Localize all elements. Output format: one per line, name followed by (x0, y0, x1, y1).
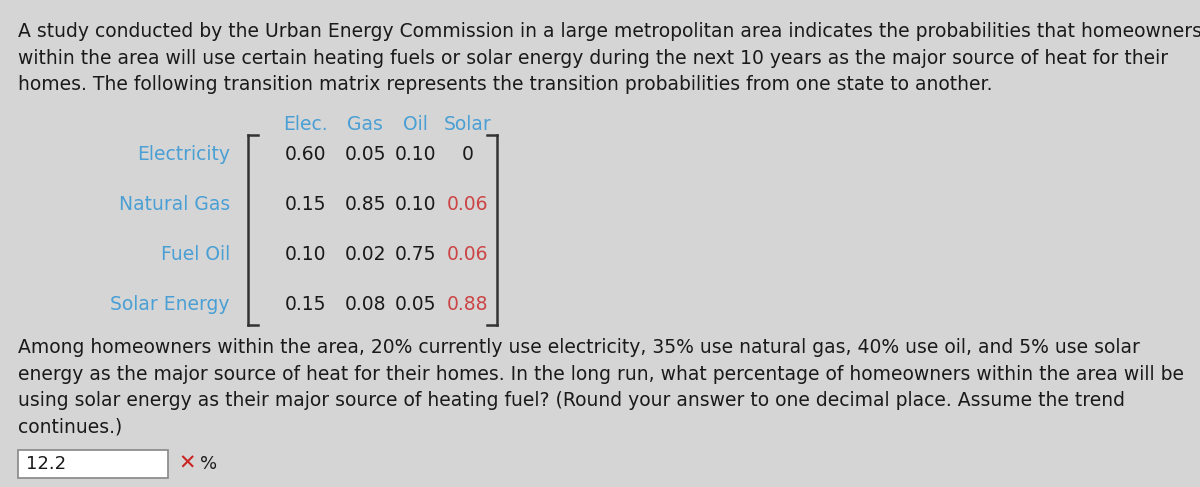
Text: Among homeowners within the area, 20% currently use electricity, 35% use natural: Among homeowners within the area, 20% cu… (18, 338, 1184, 436)
Text: 0.06: 0.06 (448, 245, 488, 264)
Text: Solar: Solar (444, 115, 492, 134)
Text: %: % (200, 455, 217, 473)
Text: Oil: Oil (402, 115, 427, 134)
Text: 0.06: 0.06 (448, 195, 488, 214)
Text: ✕: ✕ (178, 454, 196, 474)
Text: 0.88: 0.88 (448, 296, 488, 315)
Text: A study conducted by the Urban Energy Commission in a large metropolitan area in: A study conducted by the Urban Energy Co… (18, 22, 1200, 94)
Text: 0.02: 0.02 (344, 245, 385, 264)
Text: 0.10: 0.10 (284, 245, 325, 264)
Text: 0.15: 0.15 (284, 195, 325, 214)
Text: 0.08: 0.08 (344, 296, 385, 315)
Bar (18, 450, 168, 478)
Text: 0.10: 0.10 (395, 146, 436, 165)
Text: 0.05: 0.05 (344, 146, 385, 165)
Text: Fuel Oil: Fuel Oil (161, 245, 230, 264)
Text: Electricity: Electricity (137, 146, 230, 165)
Text: Elec.: Elec. (283, 115, 328, 134)
Text: 0.05: 0.05 (395, 296, 436, 315)
Text: Natural Gas: Natural Gas (119, 195, 230, 214)
Text: Solar Energy: Solar Energy (110, 296, 230, 315)
Text: 0.85: 0.85 (344, 195, 385, 214)
Text: 0.75: 0.75 (395, 245, 436, 264)
Text: 0: 0 (462, 146, 474, 165)
Text: 0.15: 0.15 (284, 296, 325, 315)
Text: Gas: Gas (347, 115, 383, 134)
Text: 12.2: 12.2 (26, 455, 66, 473)
Text: 0.10: 0.10 (395, 195, 436, 214)
Text: 0.60: 0.60 (284, 146, 325, 165)
